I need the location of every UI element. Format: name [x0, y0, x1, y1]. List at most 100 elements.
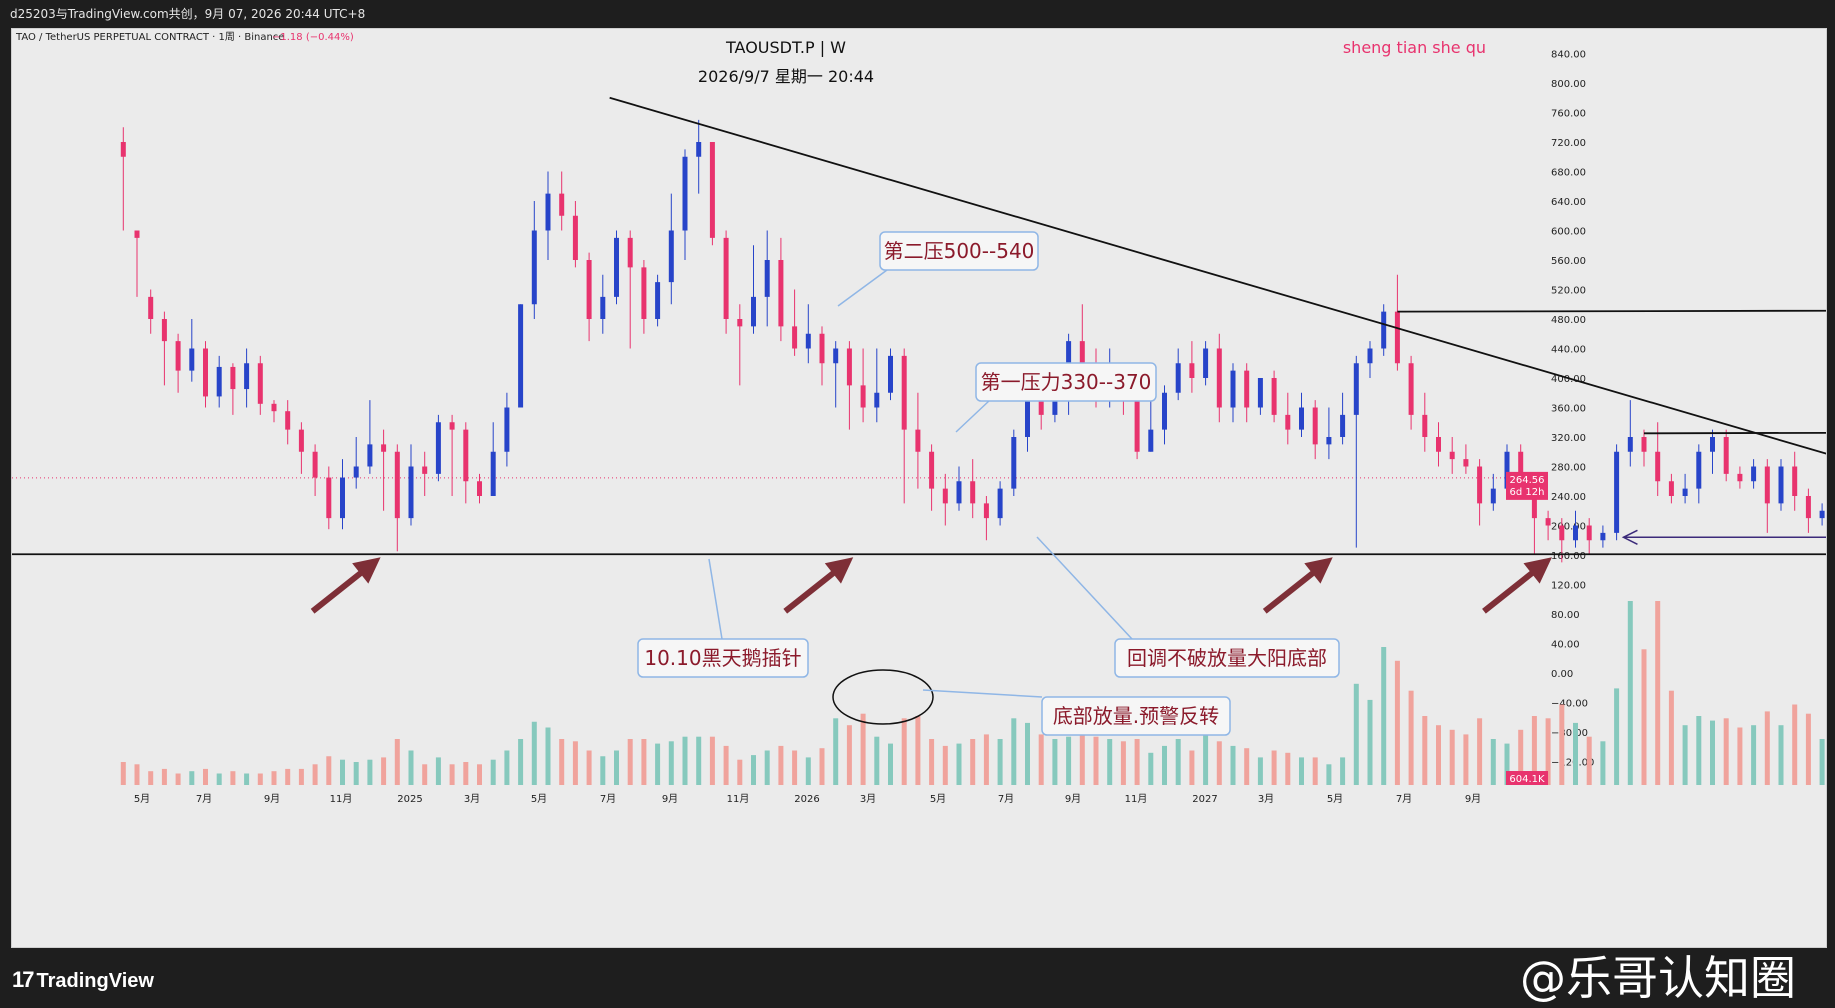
candle-body	[1449, 451, 1455, 460]
x-tick-label: 7月	[998, 793, 1014, 805]
candle-body	[422, 466, 428, 474]
candle-body	[1367, 348, 1373, 364]
volume-bar	[1723, 718, 1729, 785]
candle-body	[572, 215, 578, 260]
volume-bar	[504, 750, 510, 785]
x-tick-label: 2026	[794, 794, 819, 805]
volume-bar	[381, 757, 387, 785]
volume-bar	[477, 764, 482, 785]
y-tick-label: −80.00	[1551, 728, 1588, 739]
candle-body	[1422, 414, 1428, 437]
candle-body	[189, 348, 195, 371]
volume-bar	[1737, 727, 1743, 785]
volume-bar	[1257, 757, 1263, 785]
volume-bar	[1175, 739, 1181, 785]
volume-bar	[1189, 750, 1195, 785]
callout-second-resistance-text: 第二压500--540	[884, 239, 1035, 263]
candle-body	[1011, 437, 1017, 489]
callout-bottom-reversal-text: 回调不破放量大阳底部	[1127, 646, 1327, 670]
volume-bar	[1600, 741, 1606, 785]
arrow-head	[1621, 529, 1638, 545]
volume-bar	[751, 755, 756, 785]
candle-body	[1271, 378, 1277, 415]
volume-bar	[792, 750, 798, 785]
volume-bar	[1216, 741, 1222, 785]
volume-bar	[531, 721, 537, 785]
x-tick-label: 11月	[1125, 793, 1148, 805]
candle-body	[614, 237, 619, 297]
volume-bar	[600, 756, 606, 785]
volume-bar	[1285, 752, 1291, 785]
volume-bar	[614, 750, 619, 785]
x-tick-label: 5月	[1327, 793, 1343, 805]
volume-bar	[819, 748, 825, 785]
candle-body	[216, 366, 222, 397]
x-tick-label: 5月	[134, 793, 150, 805]
callout-black-swan[interactable]: 10.10黑天鹅插针	[637, 558, 809, 678]
candle-body	[1545, 518, 1551, 526]
candle-body	[846, 348, 852, 386]
trend-line[interactable]	[1643, 431, 1835, 435]
y-tick-label: 680.00	[1551, 168, 1586, 179]
candle-body	[668, 230, 674, 283]
volume-bar	[1805, 713, 1811, 785]
volume-bar	[983, 734, 989, 785]
volume-bar	[929, 739, 935, 785]
last-price-value: 264.56	[1510, 475, 1545, 486]
candle-body	[518, 304, 524, 408]
candle-body	[394, 451, 400, 519]
callout-volume-warning[interactable]: 底部放量.预警反转	[832, 669, 1231, 736]
trend-line[interactable]	[1397, 309, 1835, 313]
candle-body	[559, 193, 565, 216]
x-tick-label: 3月	[464, 793, 480, 805]
y-tick-label: 560.00	[1551, 256, 1586, 267]
volume-bar	[778, 745, 784, 785]
x-tick-label: 3月	[860, 793, 876, 805]
chart-panel[interactable]: 840.00 800.00 760.00 720.00 680.00 640.00 600.…	[0, 28, 1835, 948]
candle-body	[709, 142, 715, 238]
x-tick-label: 11月	[727, 793, 750, 805]
tradingview-logo-text: TradingView	[36, 970, 154, 992]
support-arrow-icon	[783, 557, 854, 614]
trend-line[interactable]	[609, 96, 1835, 537]
volume-bar	[1764, 711, 1770, 785]
candle-body	[1573, 525, 1578, 541]
volume-bar	[1093, 736, 1099, 785]
volume-bar	[1696, 716, 1702, 785]
candle-body	[504, 407, 510, 452]
volume-bar	[1490, 739, 1496, 785]
candle-body	[490, 451, 496, 496]
volume-bar	[1066, 736, 1072, 785]
y-tick-label: 0.00	[1551, 669, 1573, 680]
candle-body	[929, 451, 935, 489]
callout-second-resistance[interactable]: 第二压500--540	[837, 231, 1039, 307]
candle-body	[134, 230, 140, 238]
candle-body	[1148, 429, 1154, 452]
volume-bar	[1573, 722, 1578, 785]
x-axis: 5月 7月 9月 11月 2025 3月 5月 7月 9月 11月 2026 3月 5月 7月 9月 11月 2…	[134, 793, 1481, 805]
volume-bar	[846, 725, 852, 785]
candlestick-chart[interactable]: 840.00 800.00 760.00 720.00 680.00 640.00 600.…	[0, 29, 1835, 947]
volume-bar	[367, 759, 373, 785]
chart-caption: d25203与TradingView.com共创，9月 07, 2026 20:…	[10, 7, 366, 21]
candle-body	[1586, 525, 1592, 541]
candle-body	[381, 444, 387, 452]
trend-lines[interactable]	[0, 96, 1835, 556]
candle-body	[1723, 437, 1729, 474]
candle-body	[1436, 437, 1441, 452]
watermark-text: @乐哥认知圈	[1520, 951, 1796, 1005]
volume-bar	[888, 743, 893, 785]
support-arrow-icon	[1262, 557, 1333, 614]
volume-bar	[230, 771, 236, 785]
candle-body	[764, 260, 770, 297]
candle-body	[627, 237, 633, 268]
candle-body	[340, 477, 345, 519]
support-arrow-icon	[310, 557, 381, 614]
x-tick-label: 5月	[930, 793, 946, 805]
callout-bottom-reversal[interactable]: 回调不破放量大阳底部	[1036, 536, 1340, 678]
candle-body	[723, 237, 729, 319]
candle-body	[120, 142, 126, 157]
volume-bar	[1038, 734, 1044, 785]
callout-first-resistance[interactable]: 第一压力330--370	[955, 362, 1157, 433]
candle-body	[1230, 370, 1236, 408]
